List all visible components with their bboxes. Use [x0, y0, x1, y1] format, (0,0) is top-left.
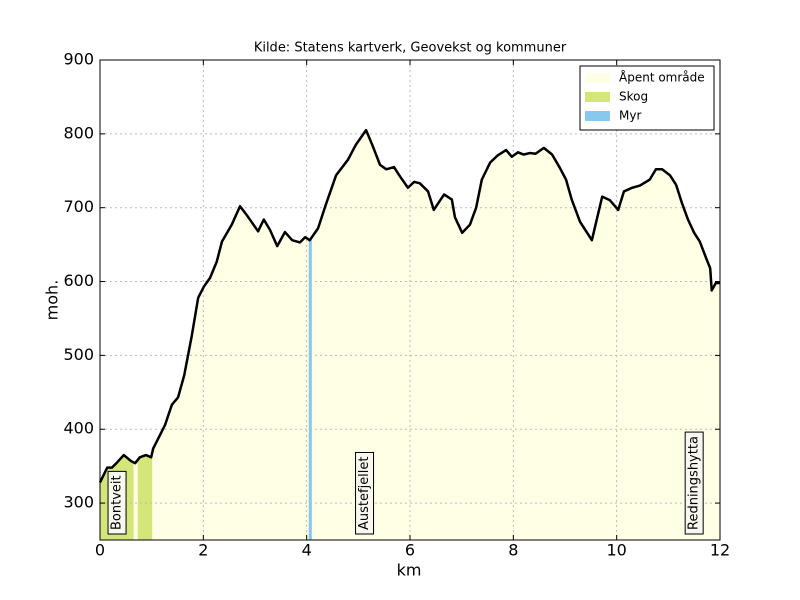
x-tick-label: 2: [198, 541, 208, 560]
annotation: Redningshytta: [684, 431, 704, 535]
legend-label: Skog: [619, 90, 648, 104]
plot-frame: [99, 59, 721, 541]
annotation: Austefjellet: [355, 451, 375, 535]
x-tick-label: 0: [95, 541, 105, 560]
annotation-label: Bontveit: [110, 475, 125, 530]
annotation-label: Austefjellet: [357, 456, 372, 530]
annotation: Bontveit: [107, 470, 127, 535]
x-tick-label: 6: [405, 541, 415, 560]
y-tick-label: 500: [63, 345, 94, 364]
chart-title: Kilde: Statens kartverk, Geovekst og kom…: [254, 41, 567, 56]
annotation-box: [355, 451, 375, 535]
x-axis-label: km: [397, 561, 422, 580]
elevation-line: [98, 128, 720, 483]
x-tick-label: 12: [710, 541, 730, 560]
x-tick-label: 4: [302, 541, 312, 560]
x-tick-label: 10: [606, 541, 626, 560]
y-tick-label: 600: [63, 271, 94, 290]
annotation-box: [107, 470, 127, 535]
y-tick-label: 700: [63, 197, 94, 216]
y-tick-label: 800: [63, 123, 94, 142]
legend-swatch: [585, 92, 610, 102]
y-tick-label: 400: [63, 419, 94, 438]
legend-label: Myr: [619, 109, 641, 123]
legend-swatch: [585, 111, 610, 121]
y-axis-label: moh.: [43, 280, 62, 321]
y-tick-label: 900: [63, 50, 94, 69]
annotation-label: Redningshytta: [687, 436, 702, 530]
annotation-box: [684, 431, 704, 535]
x-tick-label: 8: [508, 541, 518, 560]
legend: Åpent område Skog Myr: [579, 65, 715, 131]
legend-label: Åpent område: [619, 70, 705, 85]
y-tick-label: 300: [63, 493, 94, 512]
legend-swatch: [585, 73, 610, 83]
region-fill: [308, 130, 312, 540]
